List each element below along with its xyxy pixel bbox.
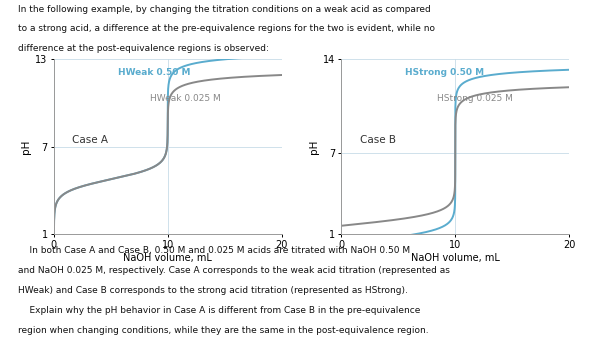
X-axis label: NaOH volume, mL: NaOH volume, mL <box>123 253 212 263</box>
Y-axis label: pH: pH <box>308 139 319 154</box>
Text: difference at the post-equivalence regions is observed:: difference at the post-equivalence regio… <box>18 44 269 53</box>
Text: HWeak 0.50 M: HWeak 0.50 M <box>117 68 190 77</box>
Text: In both Case A and Case B, 0.50 M and 0.025 M acids are titrated with NaOH 0.50 : In both Case A and Case B, 0.50 M and 0.… <box>18 246 410 255</box>
Y-axis label: pH: pH <box>21 139 31 154</box>
Text: HStrong 0.025 M: HStrong 0.025 M <box>437 94 513 103</box>
Text: HStrong 0.50 M: HStrong 0.50 M <box>405 68 484 77</box>
Text: In the following example, by changing the titration conditions on a weak acid as: In the following example, by changing th… <box>18 5 431 14</box>
Text: HWeak) and Case B corresponds to the strong acid titration (represented as HStro: HWeak) and Case B corresponds to the str… <box>18 286 408 295</box>
Text: HWeak 0.025 M: HWeak 0.025 M <box>150 94 220 103</box>
Text: region when changing conditions, while they are the same in the post-equivalence: region when changing conditions, while t… <box>18 326 429 335</box>
X-axis label: NaOH volume, mL: NaOH volume, mL <box>411 253 500 263</box>
Text: Case A: Case A <box>72 135 108 145</box>
Text: Explain why the pH behavior in Case A is different from Case B in the pre-equiva: Explain why the pH behavior in Case A is… <box>18 306 420 315</box>
Text: and NaOH 0.025 M, respectively. Case A corresponds to the weak acid titration (r: and NaOH 0.025 M, respectively. Case A c… <box>18 266 450 275</box>
Text: Case B: Case B <box>359 135 396 145</box>
Text: to a strong acid, a difference at the pre-equivalence regions for the two is evi: to a strong acid, a difference at the pr… <box>18 24 435 34</box>
